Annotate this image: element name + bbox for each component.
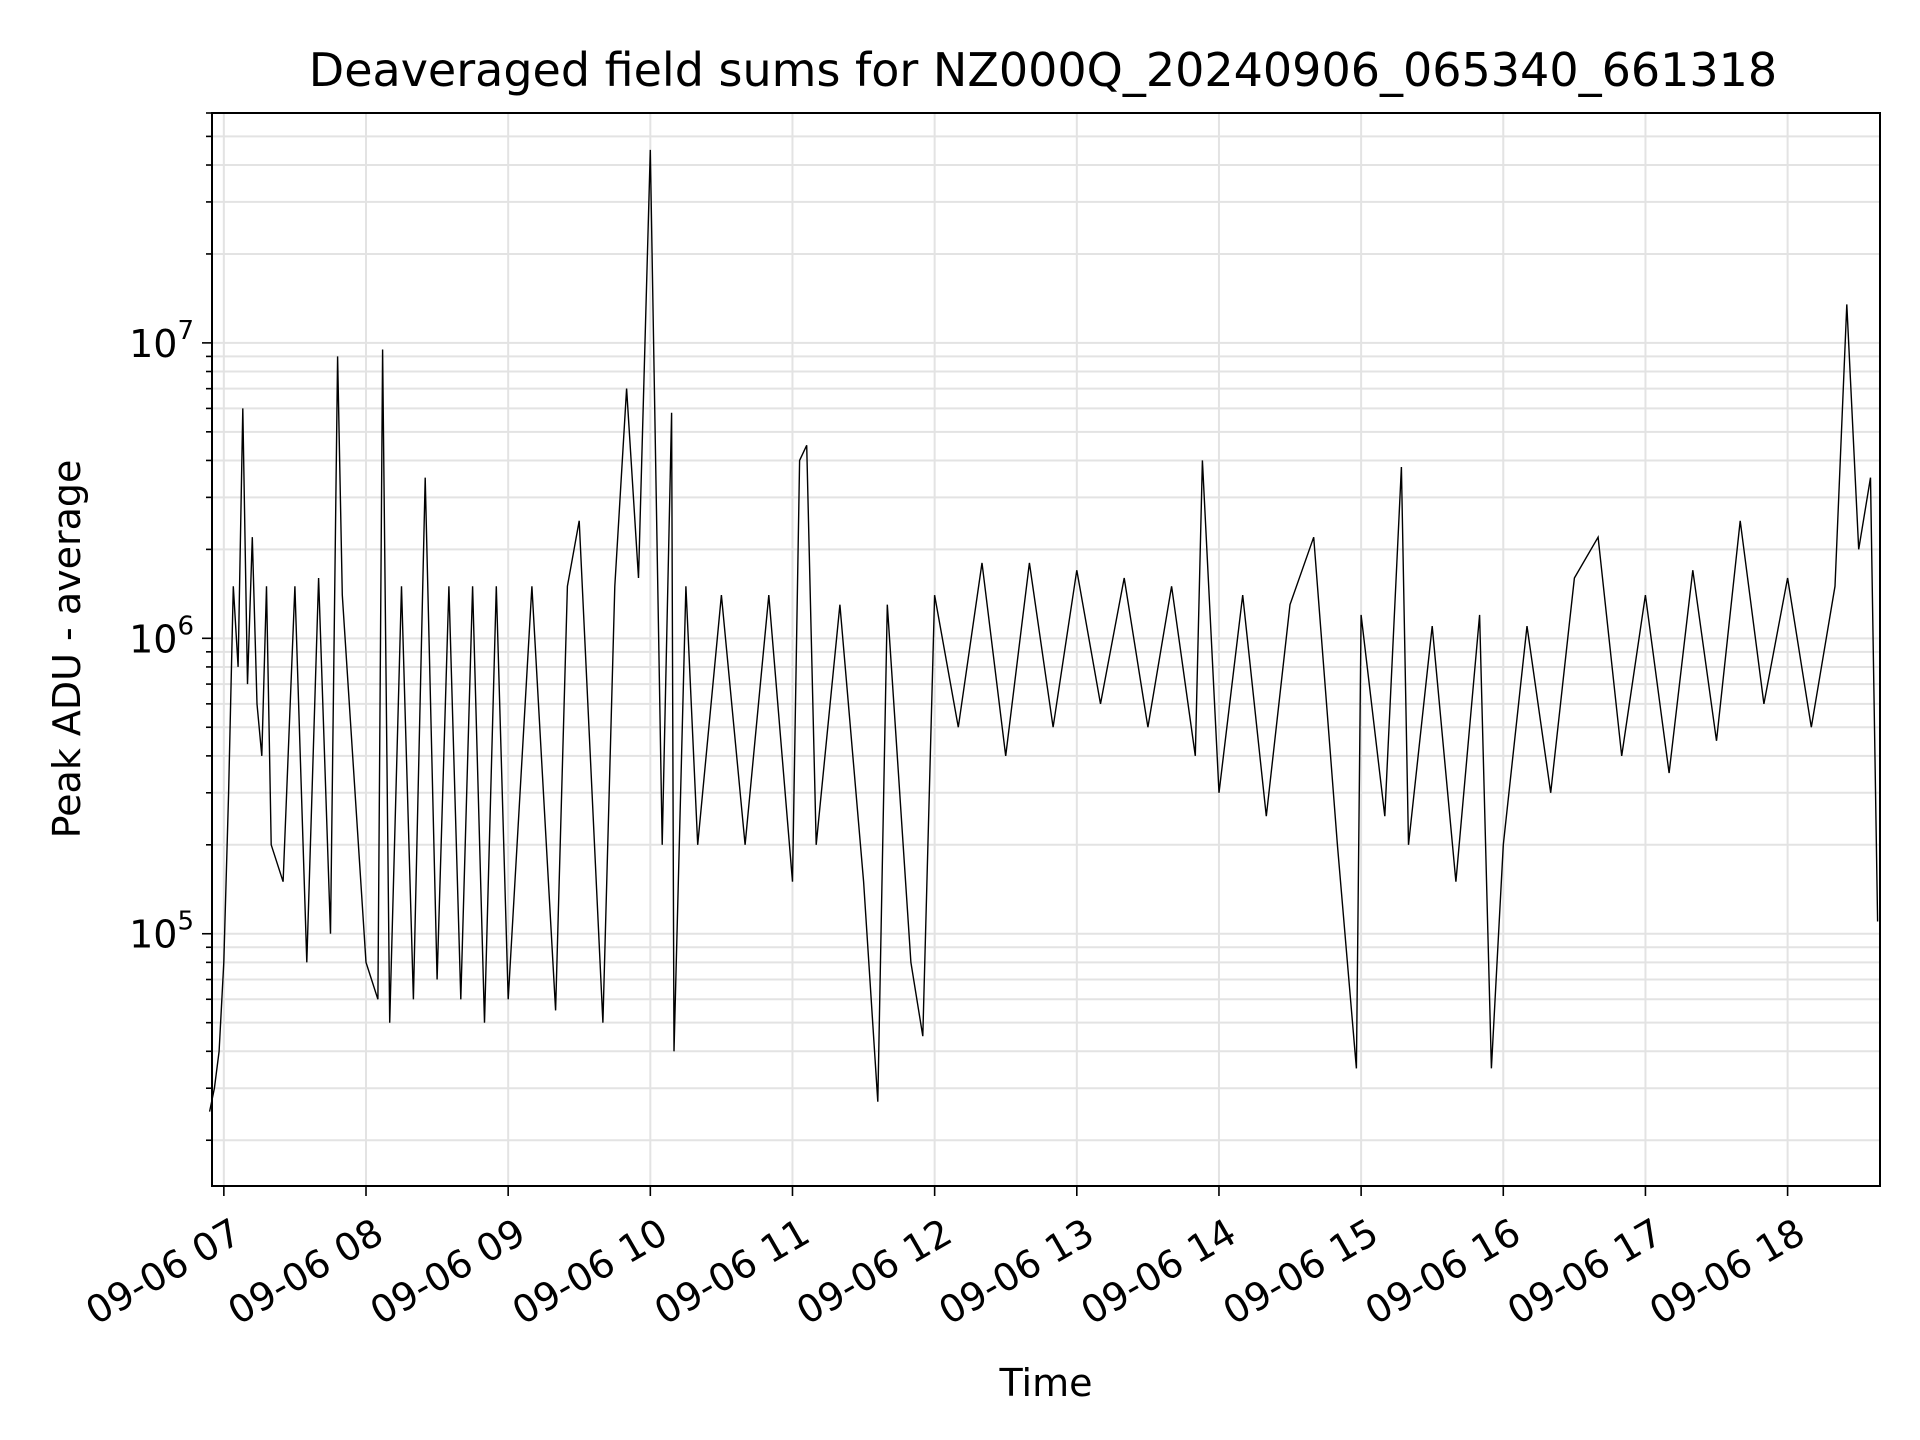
plot-frame: [211, 112, 1881, 1187]
chart-title: Deaveraged field sums for NZ000Q_2024090…: [309, 43, 1777, 97]
y-tick-label: 106: [129, 611, 194, 661]
y-tick-label: 107: [129, 316, 194, 366]
y-axis-ticks: 105 106 107: [129, 112, 212, 1142]
series: [208, 149, 1879, 1112]
x-axis-label: Time: [999, 1361, 1093, 1405]
y-tick-label: 105: [129, 907, 194, 957]
grid: [212, 112, 1880, 1186]
data-series-line: [208, 149, 1879, 1112]
y-axis-label: Peak ADU - average: [45, 460, 89, 839]
